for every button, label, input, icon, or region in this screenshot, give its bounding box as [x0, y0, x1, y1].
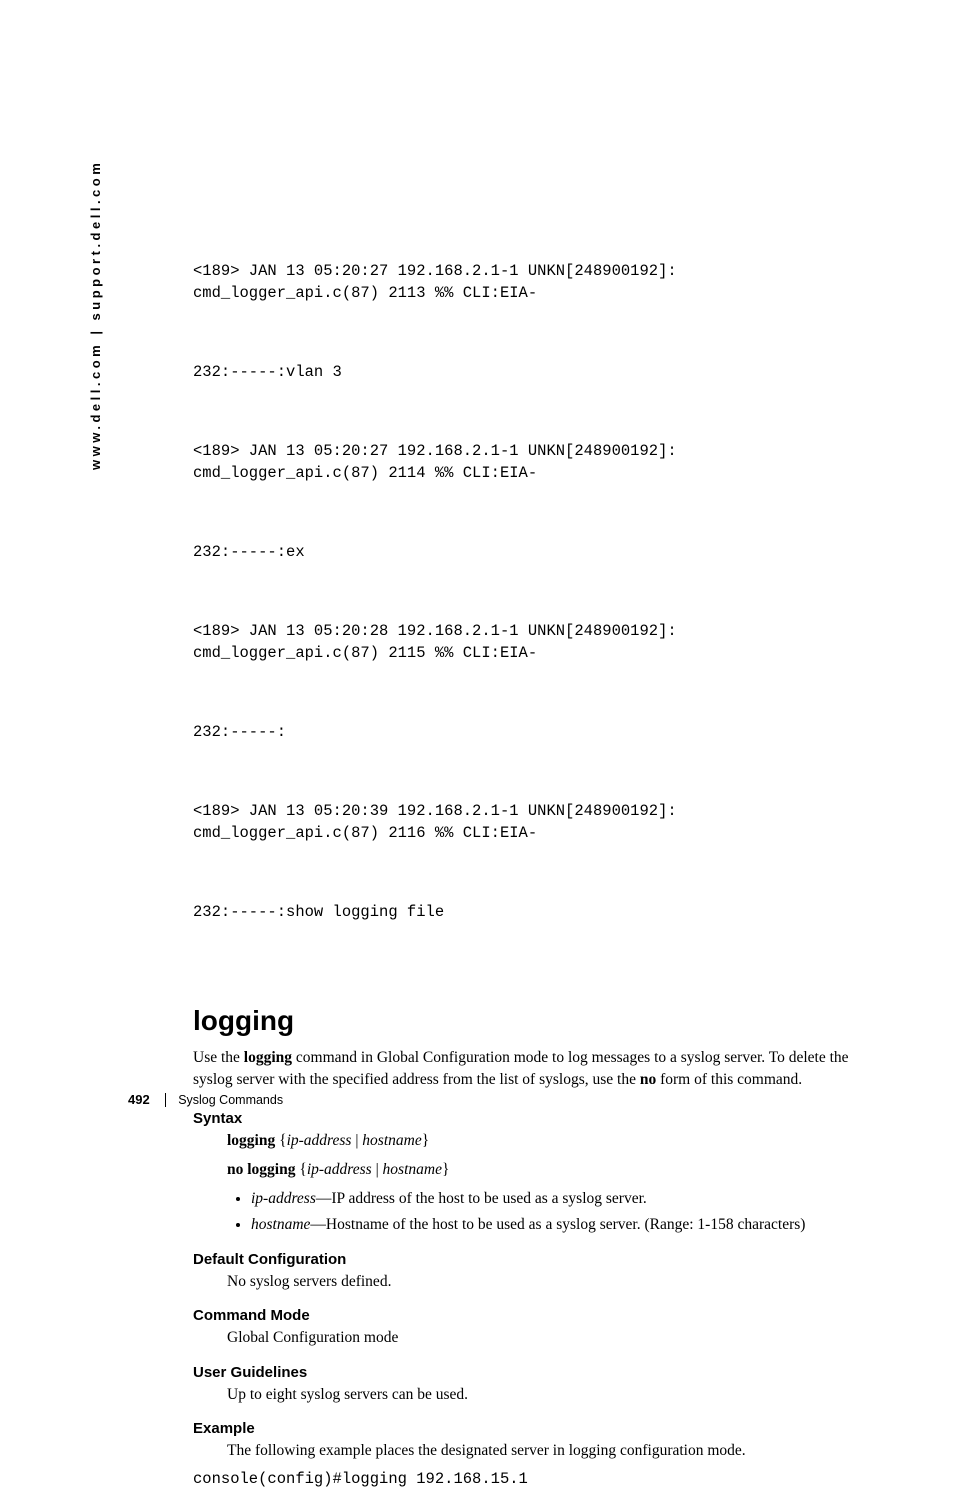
log-line: 232:-----:show logging file: [193, 902, 883, 924]
log-line: <189> JAN 13 05:20:27 192.168.2.1-1 UNKN…: [193, 261, 883, 304]
log-line: <189> JAN 13 05:20:39 192.168.2.1-1 UNKN…: [193, 801, 883, 844]
text: Use the: [193, 1049, 244, 1066]
example-text: The following example places the designa…: [227, 1439, 883, 1462]
text: —IP address of the host to be used as a …: [316, 1190, 647, 1207]
text: }: [442, 1161, 449, 1178]
log-line: 232:-----:ex: [193, 542, 883, 564]
text: }: [422, 1132, 429, 1149]
bold-text: no logging: [227, 1161, 295, 1178]
bold-text: logging: [227, 1132, 275, 1149]
italic-text: ip-address: [251, 1190, 316, 1207]
text: |: [351, 1132, 362, 1149]
parameter-list: ip-address—IP address of the host to be …: [193, 1187, 883, 1237]
italic-text: hostname: [383, 1161, 442, 1178]
italic-text: ip-address: [307, 1161, 372, 1178]
bold-text: logging: [244, 1049, 292, 1066]
sidebar-url: www.dell.com | support.dell.com: [88, 160, 103, 470]
command-mode-text: Global Configuration mode: [227, 1326, 883, 1349]
page-footer: 492 Syslog Commands: [128, 1092, 283, 1107]
section-title: logging: [193, 1005, 883, 1037]
default-config-text: No syslog servers defined.: [227, 1270, 883, 1293]
italic-text: hostname: [362, 1132, 421, 1149]
text: {: [275, 1132, 286, 1149]
example-code: console(config)#logging 192.168.15.1: [193, 1470, 883, 1488]
page: www.dell.com | support.dell.com <189> JA…: [0, 0, 954, 1235]
text: —Hostname of the host to be used as a sy…: [310, 1216, 805, 1233]
log-line: <189> JAN 13 05:20:28 192.168.2.1-1 UNKN…: [193, 621, 883, 664]
example-heading: Example: [193, 1420, 883, 1437]
list-item: ip-address—IP address of the host to be …: [251, 1187, 883, 1211]
syntax-heading: Syntax: [193, 1110, 883, 1127]
chapter-title: Syslog Commands: [165, 1093, 283, 1107]
bold-text: no: [640, 1071, 656, 1088]
log-line: 232:-----:: [193, 722, 883, 744]
log-line: 232:-----:vlan 3: [193, 362, 883, 384]
default-config-heading: Default Configuration: [193, 1251, 883, 1268]
command-mode-heading: Command Mode: [193, 1307, 883, 1324]
page-number: 492: [128, 1092, 150, 1107]
user-guidelines-text: Up to eight syslog servers can be used.: [227, 1383, 883, 1406]
italic-text: hostname: [251, 1216, 310, 1233]
syntax-line: logging {ip-address | hostname}: [227, 1129, 883, 1152]
list-item: hostname—Hostname of the host to be used…: [251, 1213, 883, 1237]
log-output: <189> JAN 13 05:20:27 192.168.2.1-1 UNKN…: [193, 218, 883, 981]
text: {: [295, 1161, 306, 1178]
text: form of this command.: [656, 1071, 802, 1088]
syntax-line: no logging {ip-address | hostname}: [227, 1158, 883, 1181]
log-line: <189> JAN 13 05:20:27 192.168.2.1-1 UNKN…: [193, 441, 883, 484]
syntax-block: logging {ip-address | hostname} no loggi…: [227, 1129, 883, 1182]
user-guidelines-heading: User Guidelines: [193, 1364, 883, 1381]
text: |: [372, 1161, 383, 1178]
italic-text: ip-address: [287, 1132, 352, 1149]
content-area: <189> JAN 13 05:20:27 192.168.2.1-1 UNKN…: [193, 218, 883, 1488]
intro-paragraph: Use the logging command in Global Config…: [193, 1047, 883, 1092]
